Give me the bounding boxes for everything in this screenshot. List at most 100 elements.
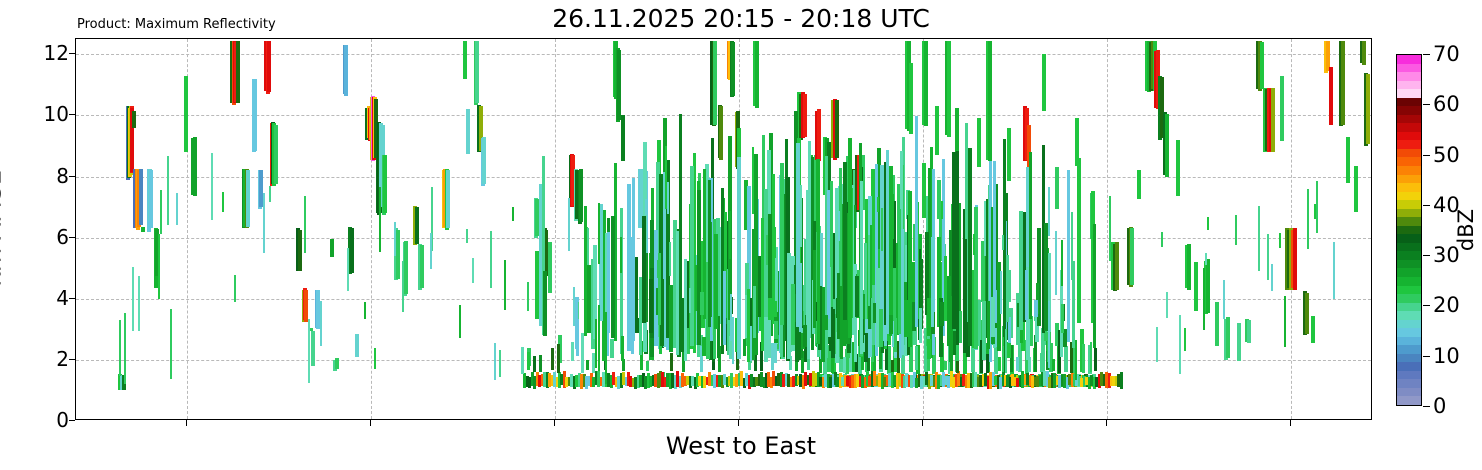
reflectivity-bar <box>877 148 882 348</box>
reflectivity-bar <box>886 150 890 334</box>
reflectivity-bar <box>843 375 847 387</box>
reflectivity-bar <box>1070 212 1073 280</box>
reflectivity-bar <box>1071 260 1075 349</box>
reflectivity-bar <box>572 376 576 389</box>
reflectivity-bar <box>1223 279 1226 320</box>
reflectivity-bar <box>567 376 571 387</box>
reflectivity-bar <box>789 377 793 388</box>
reflectivity-bar <box>532 356 536 373</box>
reflectivity-bar <box>1313 204 1316 219</box>
reflectivity-bar <box>673 375 677 389</box>
reflectivity-bar <box>1270 263 1273 292</box>
colorbar-segment <box>1397 88 1421 98</box>
reflectivity-bar <box>775 247 779 345</box>
reflectivity-bar <box>984 207 988 338</box>
reflectivity-bar <box>861 374 865 388</box>
reflectivity-bar <box>1068 374 1072 386</box>
reflectivity-bar <box>545 372 549 388</box>
reflectivity-bar <box>158 233 161 300</box>
reflectivity-bar <box>668 373 672 389</box>
reflectivity-bar <box>880 208 883 251</box>
reflectivity-bar <box>1029 315 1034 347</box>
colorbar-segment <box>1397 352 1421 363</box>
y-tick-label: 2 <box>56 346 69 371</box>
colorbar[interactable] <box>1396 54 1422 406</box>
reflectivity-bar <box>512 206 515 222</box>
reflectivity-bar <box>878 372 882 387</box>
reflectivity-bar <box>705 377 709 386</box>
reflectivity-bar <box>725 377 729 388</box>
reflectivity-bar <box>747 186 752 334</box>
reflectivity-bar <box>663 376 667 388</box>
reflectivity-bar <box>799 373 803 387</box>
reflectivity-bar <box>863 333 868 362</box>
reflectivity-bar <box>309 327 314 331</box>
reflectivity-bar <box>900 341 905 374</box>
reflectivity-bar <box>773 320 778 340</box>
reflectivity-bar <box>813 249 817 329</box>
reflectivity-bar <box>838 373 842 389</box>
reflectivity-bar <box>698 335 703 356</box>
reflectivity-bar <box>636 375 640 389</box>
reflectivity-bar <box>606 232 610 333</box>
reflectivity-bar <box>610 216 615 339</box>
reflectivity-bar <box>764 278 769 363</box>
reflectivity-bar <box>843 356 847 374</box>
x-tick-mark <box>921 420 923 426</box>
reflectivity-bar <box>598 203 601 265</box>
reflectivity-bar <box>378 186 381 252</box>
colorbar-segment <box>1397 148 1421 158</box>
reflectivity-bar <box>612 372 616 386</box>
reflectivity-bar <box>1067 169 1071 342</box>
reflectivity-bar <box>994 376 998 386</box>
reflectivity-bar <box>746 288 750 363</box>
reflectivity-bar <box>1073 373 1076 386</box>
reflectivity-bar <box>991 207 996 344</box>
reflectivity-bar <box>946 276 951 347</box>
reflectivity-bar <box>912 301 917 331</box>
reflectivity-bar <box>702 337 707 356</box>
reflectivity-bar <box>1016 377 1020 388</box>
reflectivity-bar <box>1093 223 1097 349</box>
plot-area[interactable] <box>75 38 1372 420</box>
reflectivity-bar <box>471 258 474 283</box>
y-tick-mark <box>69 53 75 55</box>
reflectivity-bar <box>565 377 569 387</box>
reflectivity-bar <box>601 320 606 362</box>
reflectivity-bar <box>558 335 563 363</box>
reflectivity-bar <box>619 372 623 389</box>
reflectivity-bar <box>462 40 467 79</box>
reflectivity-bar <box>718 374 722 387</box>
reflectivity-bar <box>710 374 714 386</box>
colorbar-segment <box>1397 105 1421 115</box>
reflectivity-bar <box>851 341 856 373</box>
reflectivity-bar <box>631 377 635 387</box>
reflectivity-bar <box>684 258 688 362</box>
reflectivity-bar <box>917 374 921 387</box>
reflectivity-bar <box>666 159 671 339</box>
reflectivity-bar <box>1236 323 1241 362</box>
reflectivity-bar <box>932 375 936 387</box>
colorbar-tick-label: 50 <box>1433 142 1460 167</box>
reflectivity-bar <box>818 285 823 351</box>
reflectivity-bar <box>1090 342 1093 373</box>
reflectivity-bar <box>708 372 712 387</box>
reflectivity-bar <box>619 207 623 354</box>
reflectivity-bar <box>837 273 841 340</box>
colorbar-tick-mark <box>1423 104 1430 106</box>
reflectivity-bar <box>940 200 943 220</box>
reflectivity-bar <box>639 375 643 387</box>
product-label: Product: Maximum Reflectivity <box>77 17 276 32</box>
reflectivity-bar <box>1053 373 1057 389</box>
y-tick-label: 6 <box>56 224 69 249</box>
reflectivity-bar <box>787 253 792 360</box>
colorbar-segment <box>1397 130 1421 141</box>
reflectivity-bar <box>154 229 159 276</box>
reflectivity-bar <box>1081 343 1085 373</box>
reflectivity-bar <box>777 372 781 386</box>
reflectivity-bar <box>672 219 677 349</box>
reflectivity-bar <box>795 355 799 371</box>
colorbar-segment <box>1397 241 1421 252</box>
reflectivity-bar <box>119 320 122 377</box>
